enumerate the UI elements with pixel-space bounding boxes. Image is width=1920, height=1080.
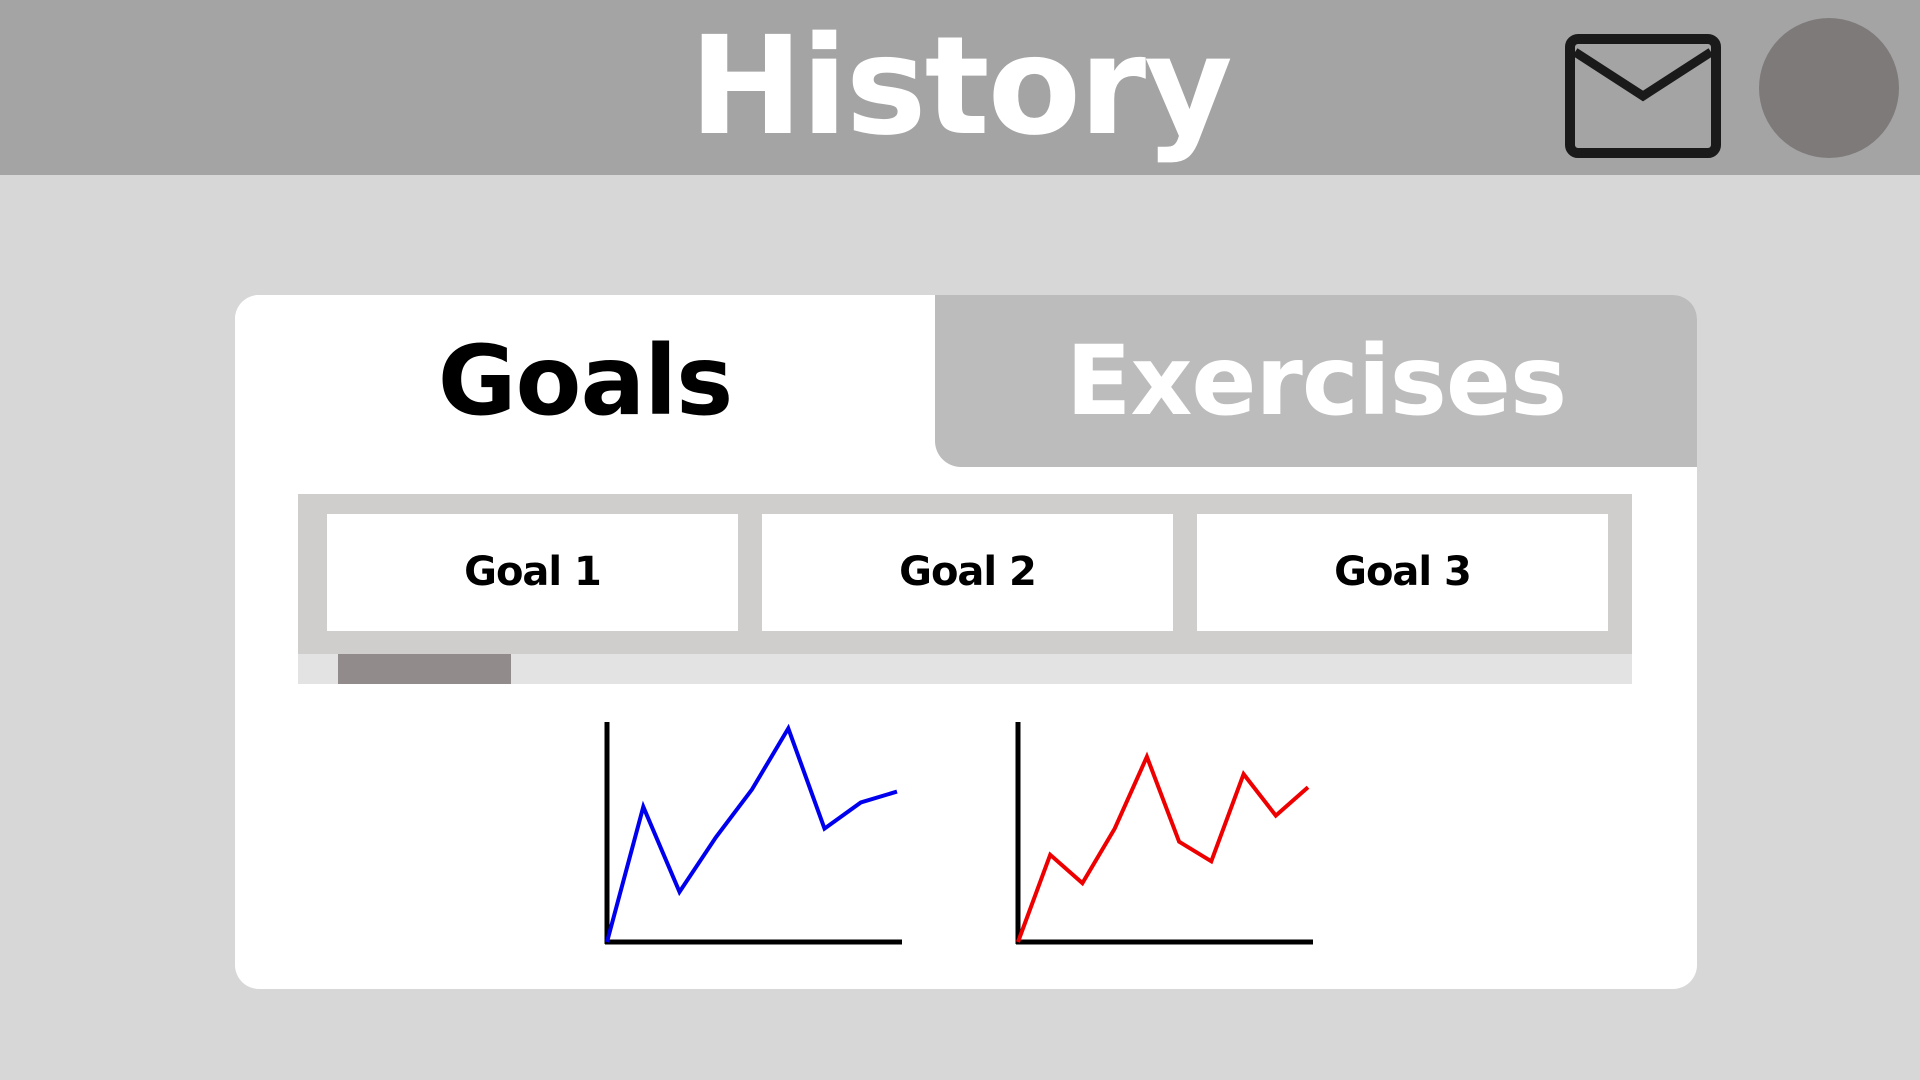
envelope-icon[interactable] <box>1565 34 1721 158</box>
goal-progress-chart-red <box>1015 722 1313 945</box>
chart-series-line <box>605 723 898 943</box>
goal-progress-chart-blue <box>604 722 902 945</box>
goal-3-button[interactable]: Goal 3 <box>1197 514 1608 631</box>
tab-exercises[interactable]: Exercises <box>935 295 1697 467</box>
chart-series-line <box>1016 751 1310 943</box>
goal-scrollbar[interactable] <box>298 654 1632 684</box>
tab-goals[interactable]: Goals <box>235 295 935 467</box>
goal-selector: Goal 1 Goal 2 Goal 3 <box>298 494 1632 654</box>
scrollbar-thumb[interactable] <box>338 654 511 684</box>
avatar[interactable] <box>1759 18 1899 158</box>
header-bar: History <box>0 0 1920 175</box>
history-card: Goals Exercises Goal 1 Goal 2 Goal 3 <box>235 295 1697 989</box>
goal-1-button[interactable]: Goal 1 <box>327 514 738 631</box>
goal-2-button[interactable]: Goal 2 <box>762 514 1173 631</box>
page-title: History <box>689 8 1233 166</box>
